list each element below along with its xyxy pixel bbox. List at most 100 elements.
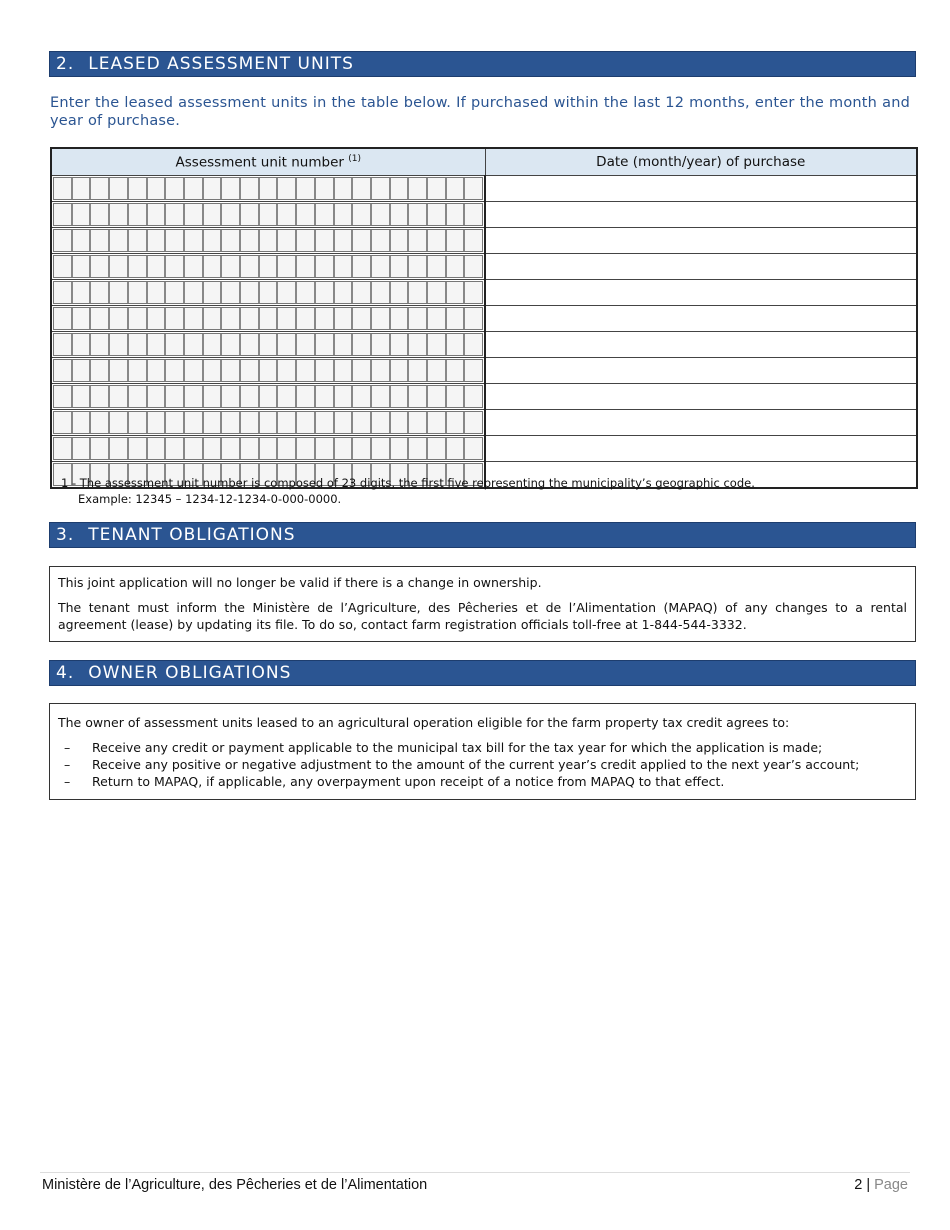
digit-input[interactable] <box>72 334 92 355</box>
digit-input[interactable] <box>334 178 354 199</box>
digit-input[interactable] <box>297 438 316 459</box>
digit-input[interactable] <box>353 308 372 329</box>
digit-input[interactable] <box>166 464 185 485</box>
digit-input[interactable] <box>297 464 316 485</box>
digit-input[interactable] <box>334 360 354 381</box>
digit-input[interactable] <box>203 360 223 381</box>
purchase-date-input[interactable] <box>484 279 918 306</box>
digit-input[interactable] <box>259 282 279 303</box>
digit-input[interactable] <box>446 256 466 277</box>
digit-input[interactable] <box>334 334 354 355</box>
purchase-date-input[interactable] <box>484 331 918 358</box>
digit-input[interactable] <box>128 282 148 303</box>
digit-input[interactable] <box>371 386 391 407</box>
digit-input[interactable] <box>222 256 242 277</box>
digit-input[interactable] <box>353 412 372 433</box>
digit-input[interactable] <box>147 464 167 485</box>
digit-input[interactable] <box>128 386 148 407</box>
digit-input[interactable] <box>428 204 447 225</box>
digit-input[interactable] <box>297 178 316 199</box>
digit-input[interactable] <box>390 360 410 381</box>
digit-input[interactable] <box>409 464 429 485</box>
digit-input[interactable] <box>259 230 279 251</box>
digit-input[interactable] <box>91 412 111 433</box>
digit-input[interactable] <box>371 464 391 485</box>
digit-input[interactable] <box>409 412 429 433</box>
digit-input[interactable] <box>222 438 242 459</box>
digit-input[interactable] <box>91 360 111 381</box>
digit-input[interactable] <box>334 412 354 433</box>
digit-input[interactable] <box>297 308 316 329</box>
digit-input[interactable] <box>428 412 447 433</box>
digit-input[interactable] <box>390 256 410 277</box>
digit-input[interactable] <box>409 230 429 251</box>
digit-input[interactable] <box>428 282 447 303</box>
digit-input[interactable] <box>428 360 447 381</box>
digit-input[interactable] <box>91 386 111 407</box>
digit-input[interactable] <box>315 438 335 459</box>
digit-input[interactable] <box>110 204 129 225</box>
digit-input[interactable] <box>409 438 429 459</box>
digit-input[interactable] <box>72 282 92 303</box>
purchase-date-input[interactable] <box>484 357 918 384</box>
digit-input[interactable] <box>203 308 223 329</box>
digit-input[interactable] <box>147 256 167 277</box>
digit-input[interactable] <box>334 204 354 225</box>
digit-input[interactable] <box>353 230 372 251</box>
digit-input[interactable] <box>72 256 92 277</box>
digit-input[interactable] <box>278 360 298 381</box>
digit-input[interactable] <box>465 204 483 225</box>
digit-input[interactable] <box>446 412 466 433</box>
digit-input[interactable] <box>259 412 279 433</box>
digit-input[interactable] <box>409 282 429 303</box>
digit-input[interactable] <box>184 256 204 277</box>
purchase-date-input[interactable] <box>484 253 918 280</box>
digit-input[interactable] <box>222 308 242 329</box>
digit-input[interactable] <box>259 204 279 225</box>
digit-input[interactable] <box>428 230 447 251</box>
digit-input[interactable] <box>259 334 279 355</box>
digit-input[interactable] <box>147 204 167 225</box>
digit-input[interactable] <box>353 204 372 225</box>
digit-input[interactable] <box>390 178 410 199</box>
digit-input[interactable] <box>241 308 260 329</box>
digit-input[interactable] <box>259 438 279 459</box>
digit-input[interactable] <box>390 230 410 251</box>
digit-input[interactable] <box>315 308 335 329</box>
digit-input[interactable] <box>241 386 260 407</box>
digit-input[interactable] <box>166 178 185 199</box>
digit-input[interactable] <box>110 412 129 433</box>
digit-input[interactable] <box>409 386 429 407</box>
digit-input[interactable] <box>91 282 111 303</box>
digit-input[interactable] <box>278 282 298 303</box>
digit-input[interactable] <box>371 308 391 329</box>
digit-input[interactable] <box>353 178 372 199</box>
digit-input[interactable] <box>203 230 223 251</box>
digit-input[interactable] <box>166 308 185 329</box>
digit-input[interactable] <box>72 360 92 381</box>
digit-input[interactable] <box>128 308 148 329</box>
digit-input[interactable] <box>166 334 185 355</box>
digit-input[interactable] <box>128 204 148 225</box>
digit-input[interactable] <box>315 386 335 407</box>
digit-input[interactable] <box>147 360 167 381</box>
digit-input[interactable] <box>222 204 242 225</box>
digit-input[interactable] <box>147 438 167 459</box>
digit-input[interactable] <box>110 230 129 251</box>
digit-input[interactable] <box>110 256 129 277</box>
digit-input[interactable] <box>184 282 204 303</box>
digit-input[interactable] <box>334 308 354 329</box>
digit-input[interactable] <box>91 464 111 485</box>
digit-input[interactable] <box>222 282 242 303</box>
digit-input[interactable] <box>297 360 316 381</box>
digit-input[interactable] <box>446 178 466 199</box>
digit-input[interactable] <box>222 412 242 433</box>
digit-input[interactable] <box>203 412 223 433</box>
digit-input[interactable] <box>184 360 204 381</box>
digit-input[interactable] <box>128 412 148 433</box>
digit-input[interactable] <box>428 386 447 407</box>
digit-input[interactable] <box>241 438 260 459</box>
digit-input[interactable] <box>91 334 111 355</box>
digit-input[interactable] <box>184 230 204 251</box>
digit-input[interactable] <box>110 360 129 381</box>
